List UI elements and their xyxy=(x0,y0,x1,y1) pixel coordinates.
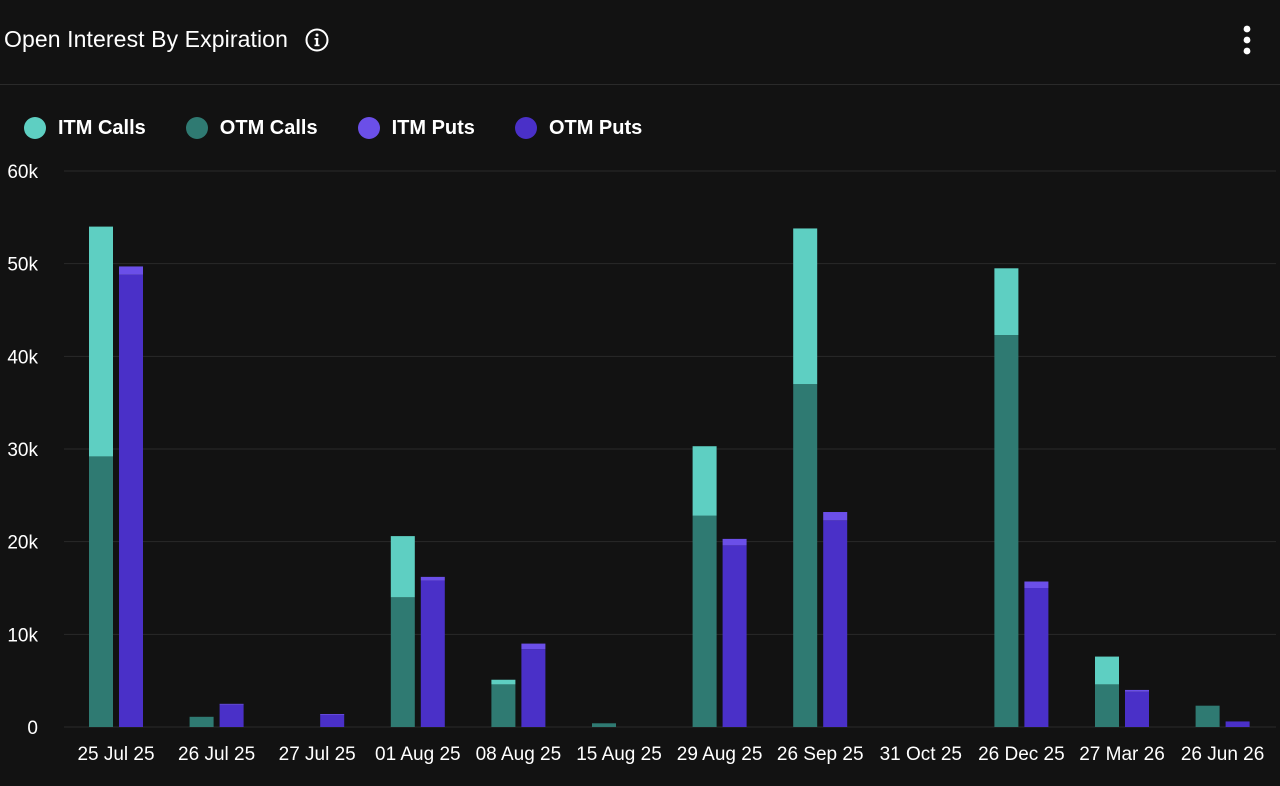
bar-otm-calls xyxy=(491,684,516,727)
legend-swatch-otm-puts xyxy=(514,117,537,139)
bar-itm-puts xyxy=(119,266,143,275)
bar-otm-puts xyxy=(219,704,244,727)
bar-otm-puts xyxy=(1125,691,1149,727)
legend-label-itm-calls: ITM Calls xyxy=(58,116,146,139)
legend-item-otm-puts[interactable]: OTM Puts xyxy=(514,116,643,140)
bar-otm-puts xyxy=(1225,721,1250,727)
chart-legend: ITM Calls OTM Calls ITM Puts OTM Puts xyxy=(24,114,682,142)
bar-itm-puts xyxy=(219,703,244,705)
x-tick-label: 27 Jul 25 xyxy=(279,744,356,765)
x-tick-label: 01 Aug 25 xyxy=(375,744,461,765)
x-tick-label: 26 Sep 25 xyxy=(777,744,864,765)
more-vertical-icon[interactable] xyxy=(1232,24,1262,58)
legend-swatch-otm-calls xyxy=(185,117,208,139)
y-tick-label: 60k xyxy=(7,162,38,183)
bar-otm-calls xyxy=(692,515,717,727)
x-tick-label: 27 Mar 26 xyxy=(1079,744,1165,765)
bar-otm-calls xyxy=(592,723,616,727)
x-tick-label: 31 Oct 25 xyxy=(880,744,962,765)
bar-itm-puts xyxy=(1024,581,1049,588)
bar-otm-puts xyxy=(521,649,546,727)
bar-otm-calls xyxy=(89,456,113,727)
bar-itm-calls xyxy=(89,226,113,457)
legend-label-otm-puts: OTM Puts xyxy=(548,116,643,139)
bar-itm-calls xyxy=(994,268,1019,336)
bar-otm-puts xyxy=(722,545,747,727)
bar-otm-puts xyxy=(119,274,143,727)
y-tick-label: 50k xyxy=(7,255,38,276)
bar-itm-calls xyxy=(793,228,818,385)
info-icon[interactable] xyxy=(305,28,329,52)
y-tick-label: 0 xyxy=(27,718,38,739)
y-tick-label: 20k xyxy=(7,533,38,554)
bar-otm-puts xyxy=(320,714,345,727)
bar-otm-calls xyxy=(189,716,214,727)
chart-title: Open Interest By Expiration xyxy=(4,26,288,52)
bar-itm-calls xyxy=(491,679,516,685)
bar-itm-puts xyxy=(823,512,848,521)
x-tick-label: 08 Aug 25 xyxy=(476,744,562,765)
bar-otm-calls xyxy=(1195,705,1220,727)
bar-itm-puts xyxy=(320,714,345,715)
x-tick-label: 15 Aug 25 xyxy=(576,744,662,765)
bar-itm-puts xyxy=(1125,689,1149,692)
bar-otm-puts xyxy=(1024,588,1049,727)
bar-otm-calls xyxy=(793,384,818,727)
legend-item-itm-puts[interactable]: ITM Puts xyxy=(357,116,475,140)
bar-itm-puts xyxy=(420,576,445,581)
bar-otm-puts xyxy=(420,580,445,727)
bar-itm-puts xyxy=(521,643,546,650)
bar-otm-calls xyxy=(390,597,415,727)
y-tick-label: 10k xyxy=(7,625,38,646)
legend-item-otm-calls[interactable]: OTM Calls xyxy=(185,116,318,140)
bar-itm-calls xyxy=(1095,656,1119,685)
x-tick-label: 26 Dec 25 xyxy=(978,744,1065,765)
y-tick-label: 40k xyxy=(7,347,38,368)
y-tick-label: 30k xyxy=(7,440,38,461)
x-tick-label: 26 Jul 25 xyxy=(178,744,255,765)
x-tick-label: 25 Jul 25 xyxy=(77,744,154,765)
legend-item-itm-calls[interactable]: ITM Calls xyxy=(24,117,146,140)
x-tick-label: 26 Jun 26 xyxy=(1181,744,1264,765)
bar-otm-puts xyxy=(823,520,848,727)
bar-otm-calls xyxy=(994,335,1019,727)
legend-label-otm-calls: OTM Calls xyxy=(219,116,318,139)
legend-swatch-itm-calls xyxy=(24,117,46,139)
chart-header: Open Interest By Expiration xyxy=(0,0,1280,85)
bar-itm-puts xyxy=(722,538,747,546)
bar-otm-calls xyxy=(1095,684,1119,727)
open-interest-bar-chart: 0 10k 20k 30k 40k 50k 60k 25 Jul 25 26 Jul 25 27 … xyxy=(7,162,1276,765)
legend-label-itm-puts: ITM Puts xyxy=(391,116,475,139)
legend-swatch-itm-puts xyxy=(357,117,380,139)
bar-itm-calls xyxy=(390,536,415,598)
bar-itm-calls xyxy=(692,446,717,516)
x-tick-label: 29 Aug 25 xyxy=(677,744,763,765)
